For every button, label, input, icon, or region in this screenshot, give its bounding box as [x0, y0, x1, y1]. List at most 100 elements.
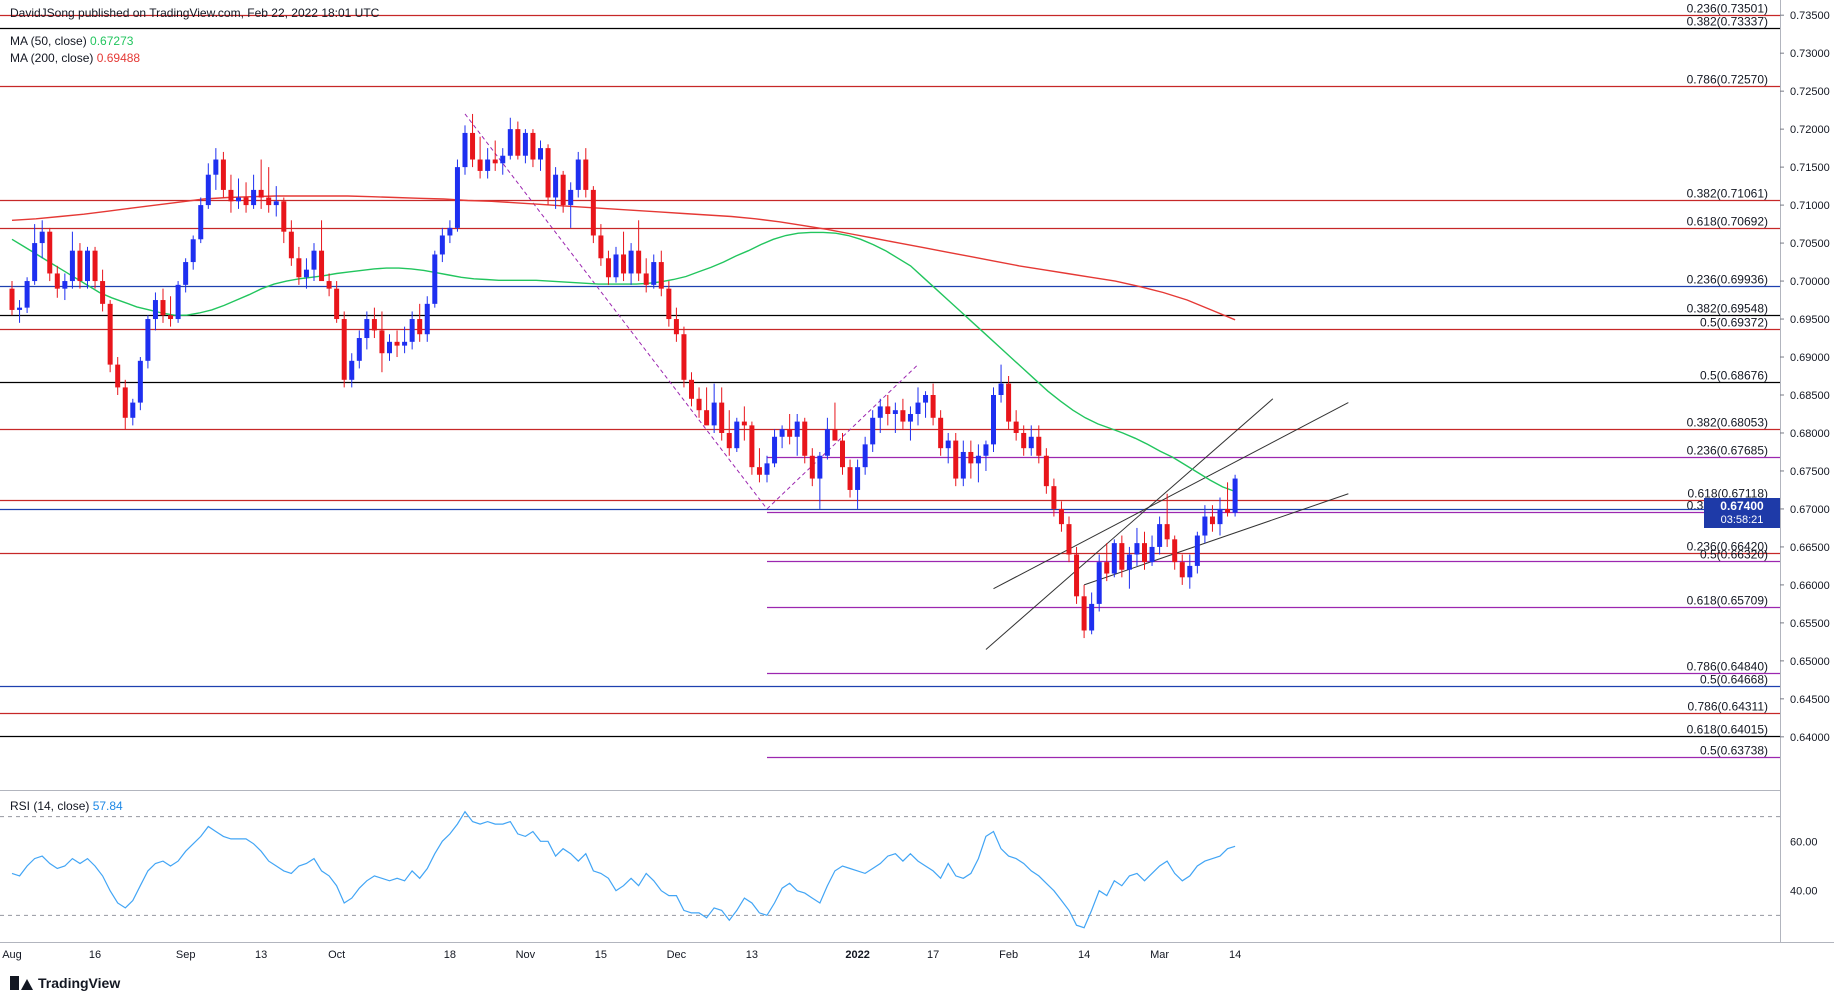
candle-body [643, 273, 649, 285]
candle-body [756, 467, 762, 475]
fib-level-label: 0.786(0.64840) [1687, 660, 1768, 674]
candle-body [930, 395, 936, 418]
candle-body [266, 197, 272, 206]
candle-body [424, 303, 430, 335]
candle-body [945, 440, 951, 449]
candle-body [477, 159, 483, 171]
price-tick-label: 0.67500 [1790, 466, 1830, 478]
candle-body [507, 129, 513, 156]
candle-body [734, 421, 740, 449]
time-tick-label: Nov [516, 949, 536, 961]
candle-body [349, 360, 355, 380]
price-tick-label: 0.69500 [1790, 314, 1830, 326]
candle-body [923, 395, 929, 403]
time-tick-label: Mar [1150, 949, 1169, 961]
rsi-tick-label: 40.00 [1790, 886, 1818, 898]
fib-level-label: 0.5(0.69372) [1700, 316, 1768, 330]
candle-body [598, 235, 604, 259]
channel-upper-extension [993, 402, 1349, 590]
swing-line-down [464, 113, 768, 510]
price-tick-label: 0.72000 [1790, 124, 1830, 136]
candle-body [636, 250, 642, 274]
candle-body [696, 398, 702, 411]
candle-body [658, 262, 664, 289]
rsi-line [11, 810, 1236, 929]
candle-body [168, 315, 174, 320]
candle-body [417, 319, 423, 335]
candle-body [492, 159, 498, 164]
candle-body [364, 319, 370, 339]
candle-body [1013, 421, 1019, 433]
candle-body [938, 417, 944, 449]
candle-body [719, 402, 725, 433]
channel-lower-line [1083, 493, 1349, 586]
candle-body [764, 463, 770, 475]
candle-body [522, 132, 528, 156]
price-tick-label: 0.73500 [1790, 10, 1830, 22]
price-tick-label: 0.70500 [1790, 238, 1830, 250]
candle-body [1134, 543, 1140, 555]
fib-level-label: 0.382(0.73337) [1687, 15, 1768, 29]
candle-body [190, 239, 196, 263]
candle-body [530, 132, 536, 160]
candle-body [183, 262, 189, 285]
candle-body [1028, 436, 1034, 449]
candle-body [470, 132, 476, 160]
candle-body [402, 341, 408, 346]
ma50-legend[interactable]: MA (50, close) 0.67273 [10, 34, 133, 48]
fib-level-label: 0.618(0.70692) [1687, 215, 1768, 229]
candle-body [915, 402, 921, 414]
candle-body [122, 387, 128, 418]
candle-body [1021, 432, 1027, 449]
candle-body [251, 189, 257, 206]
candlestick-series[interactable] [9, 113, 1238, 639]
candle-body [673, 319, 679, 335]
candle-body [779, 429, 785, 437]
candle-body [145, 319, 151, 361]
candle-body [454, 167, 460, 228]
current-price-value: 0.67400 [1720, 499, 1764, 513]
chart-attribution: DavidJSong published on TradingView.com,… [10, 6, 380, 20]
candle-body [1164, 524, 1170, 540]
axes: 0.73500 0.73000 0.72500 0.72000 0.71500 0.710… [0, 0, 1834, 961]
candle-body [741, 421, 747, 426]
tradingview-logo[interactable]: TradingView [10, 975, 120, 991]
time-tick-label: Dec [667, 949, 687, 961]
price-tick-label: 0.71500 [1790, 162, 1830, 174]
candle-body [726, 432, 732, 449]
candle-body [77, 250, 83, 282]
candle-body [560, 174, 566, 206]
candle-body [311, 250, 317, 270]
fib-level-label: 0.618(0.67118) [1687, 487, 1768, 501]
candle-body [69, 250, 75, 282]
candle-body [666, 288, 672, 320]
candle-body [334, 288, 340, 320]
candle-body [704, 410, 710, 426]
fib-level-label: 0.236(0.73501) [1687, 2, 1768, 16]
candle-body [749, 425, 755, 468]
rsi-pane: 60.00 40.00 [0, 810, 1818, 929]
time-tick-label: Feb [999, 949, 1018, 961]
candle-body [462, 132, 468, 168]
price-tick-label: 0.64000 [1790, 732, 1830, 744]
candle-body [1096, 562, 1102, 604]
candle-body [900, 410, 906, 422]
candle-body [605, 258, 611, 278]
candle-body [809, 455, 815, 479]
candle-body [1066, 524, 1072, 555]
candle-body [1142, 543, 1147, 563]
candle-body [175, 284, 181, 320]
candle-body [258, 189, 264, 198]
candle-body [968, 451, 974, 464]
candle-body [1051, 486, 1057, 509]
candle-body [296, 258, 302, 278]
trend-drawings [464, 113, 1349, 650]
candle-body [1043, 455, 1049, 487]
time-tick-label: 13 [746, 949, 758, 961]
candle-body [1074, 554, 1080, 597]
rsi-legend[interactable]: RSI (14, close) 57.84 [10, 799, 123, 813]
candle-body [953, 440, 959, 479]
ma200-line [11, 195, 1236, 321]
ma200-legend[interactable]: MA (200, close) 0.69488 [10, 51, 140, 65]
